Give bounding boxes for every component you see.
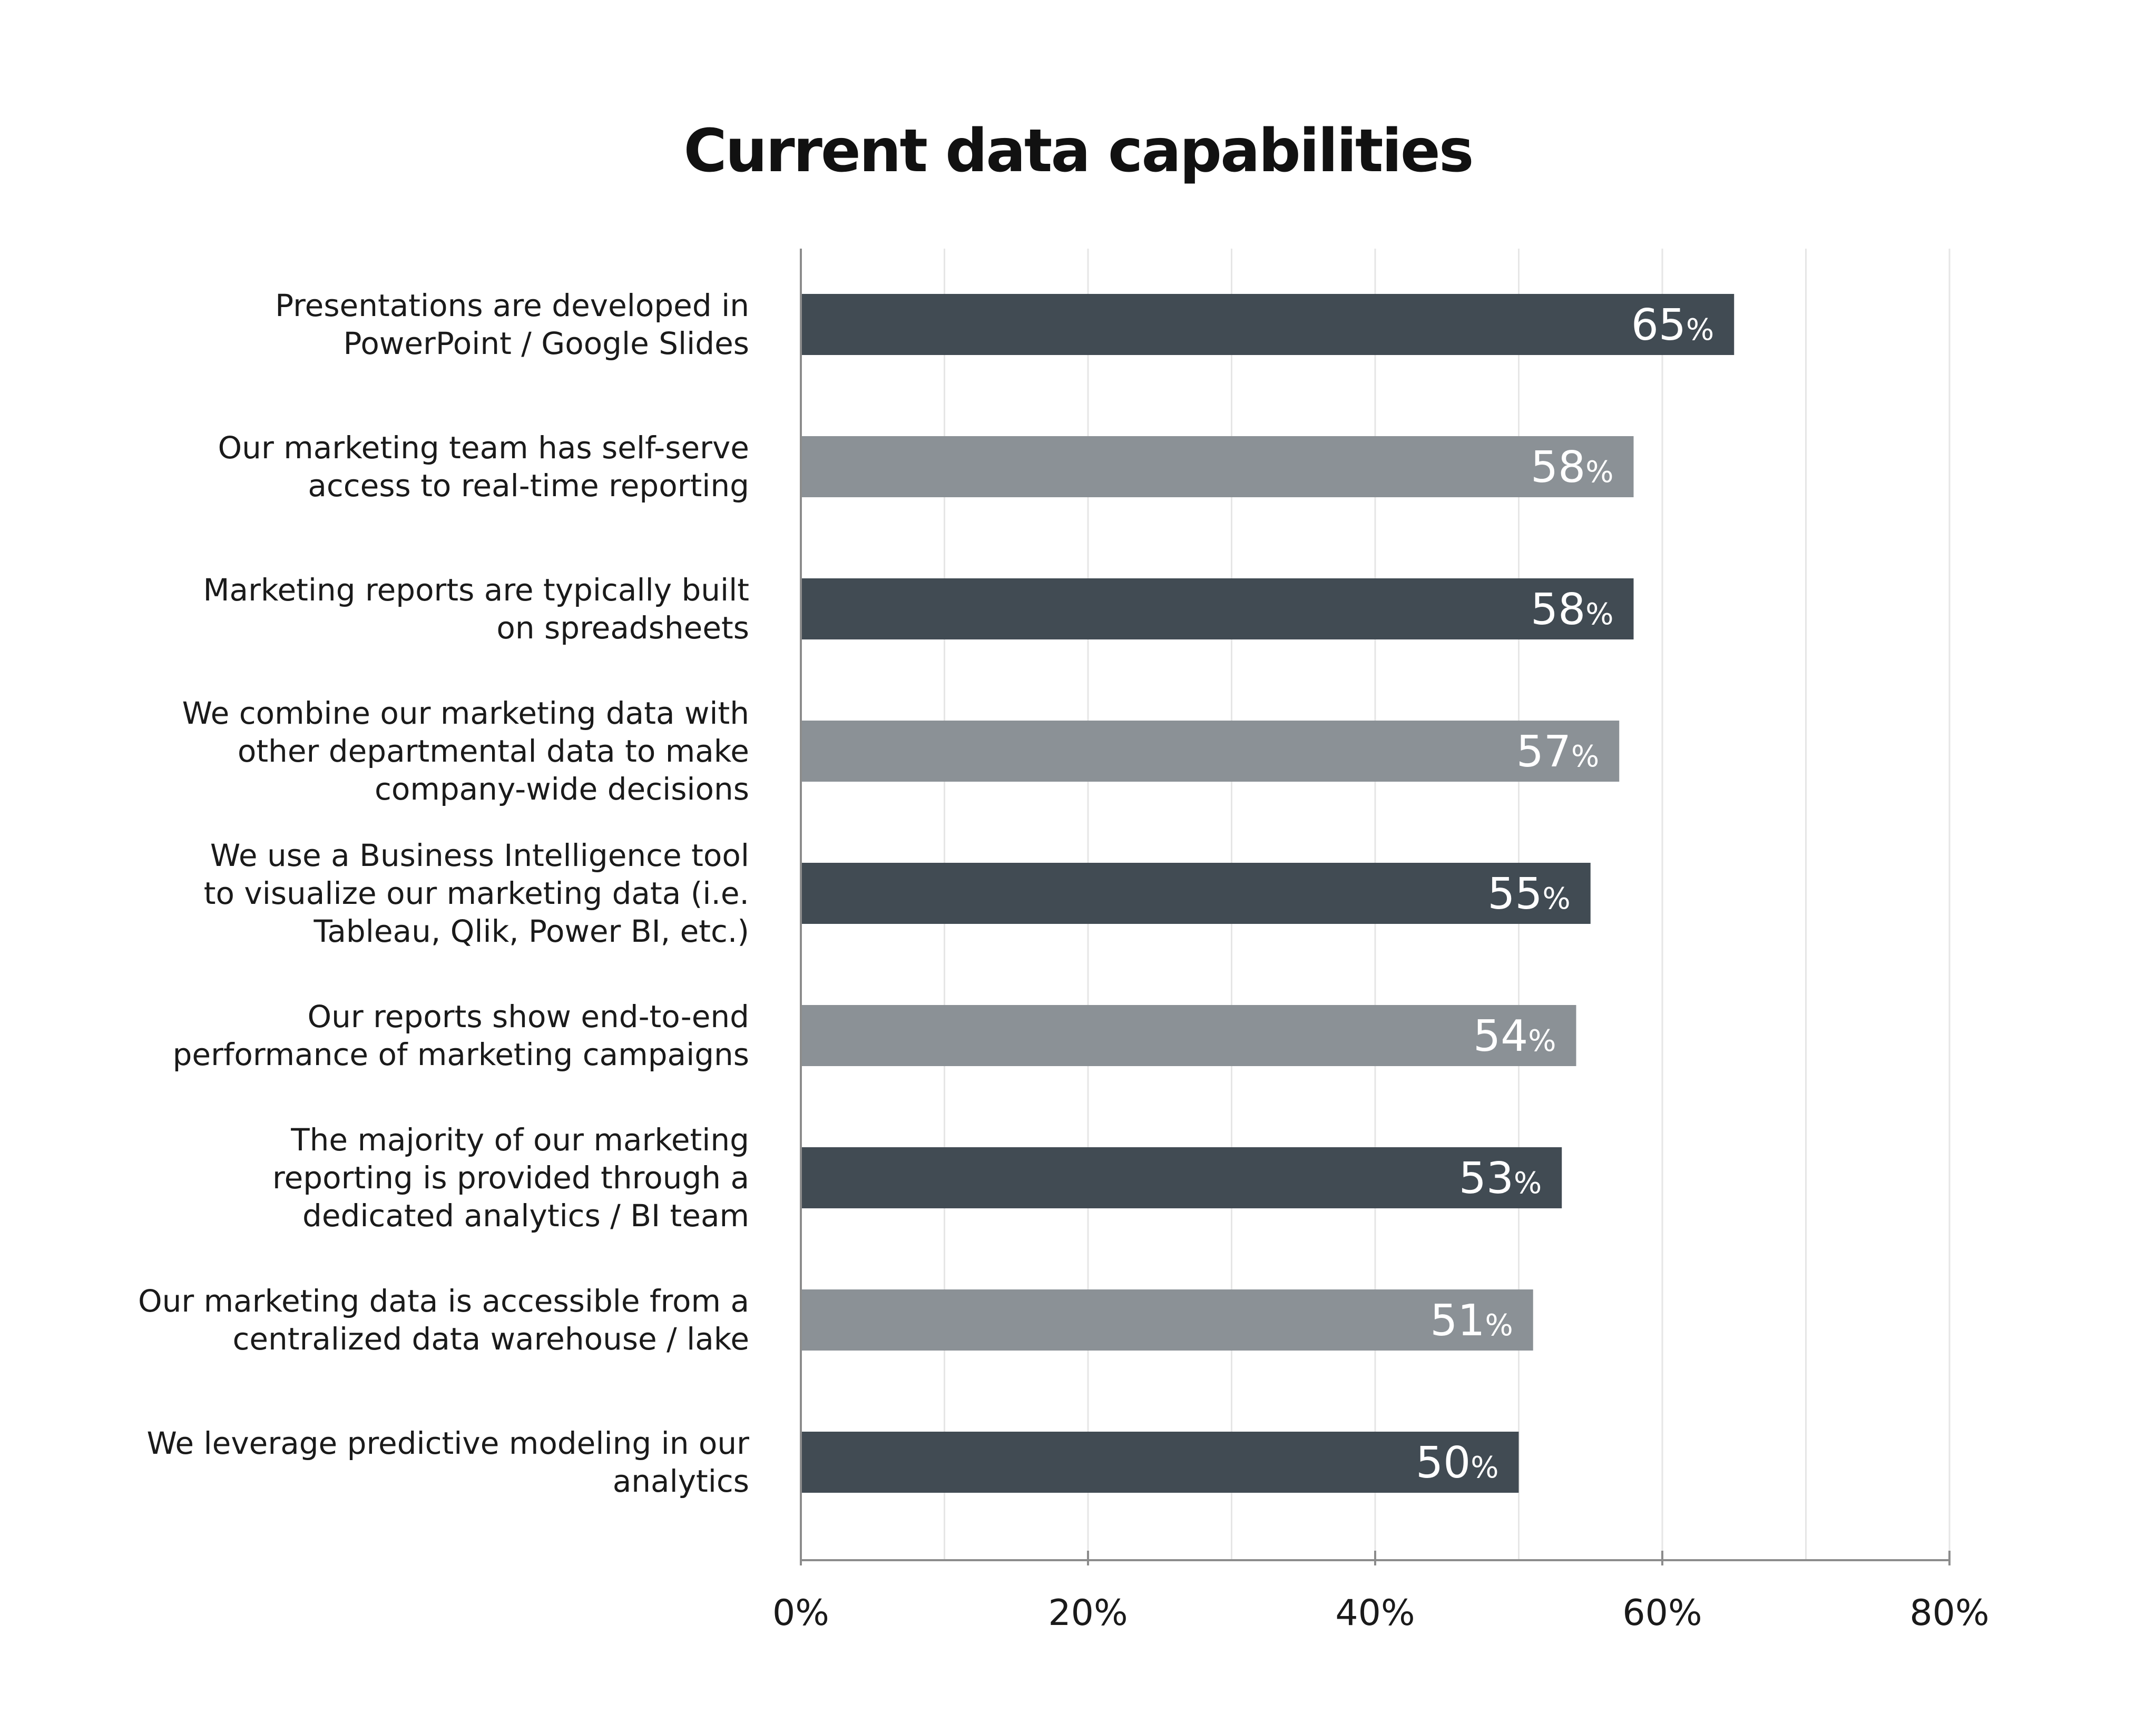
bars	[802, 294, 1734, 1493]
bar	[802, 1147, 1562, 1208]
bar	[802, 1432, 1519, 1493]
category-labels: Presentations are developed in PowerPoint…	[138, 288, 749, 1499]
x-tick-label: 40%	[1335, 1592, 1415, 1634]
value-label: 65%	[1631, 300, 1714, 350]
value-label: 50%	[1416, 1438, 1499, 1488]
chart-title: Current data capabilities	[683, 117, 1472, 185]
category-label: Our marketing team has self-serve access …	[218, 430, 749, 504]
category-label: Our reports show end-to-end performance o…	[173, 999, 749, 1072]
value-label: 51%	[1430, 1296, 1513, 1346]
x-tick-labels: 0% 20% 40% 60% 80%	[772, 1592, 1990, 1634]
x-tick-label: 0%	[772, 1592, 829, 1634]
value-label: 58%	[1531, 442, 1614, 492]
axes	[800, 249, 1951, 1565]
x-tick-label: 20%	[1048, 1592, 1128, 1634]
category-label: We use a Business Intelligence tool to vi…	[204, 838, 749, 949]
category-label: The majority of our marketing reporting i…	[272, 1122, 749, 1234]
bar	[802, 436, 1634, 497]
bar	[802, 863, 1591, 924]
bar	[802, 721, 1620, 782]
x-tick-label: 80%	[1909, 1592, 1989, 1634]
value-label: 54%	[1473, 1011, 1556, 1061]
bar	[802, 294, 1734, 355]
x-tick-label: 60%	[1622, 1592, 1702, 1634]
bar	[802, 578, 1634, 639]
value-label: 53%	[1459, 1154, 1542, 1204]
category-label: We leverage predictive modeling in our an…	[146, 1425, 749, 1499]
value-label: 58%	[1531, 585, 1614, 635]
category-label: Marketing reports are typically built on …	[203, 572, 750, 646]
bar	[802, 1289, 1533, 1351]
category-label: We combine our marketing data with other …	[182, 695, 749, 807]
value-labels: 65% 58% 58% 57% 55% 54% 53% 51% 50%	[1416, 300, 1714, 1488]
value-label: 55%	[1487, 869, 1571, 919]
bar	[802, 1005, 1576, 1066]
value-label: 57%	[1516, 727, 1600, 777]
category-label: Presentations are developed in PowerPoint…	[275, 288, 749, 361]
